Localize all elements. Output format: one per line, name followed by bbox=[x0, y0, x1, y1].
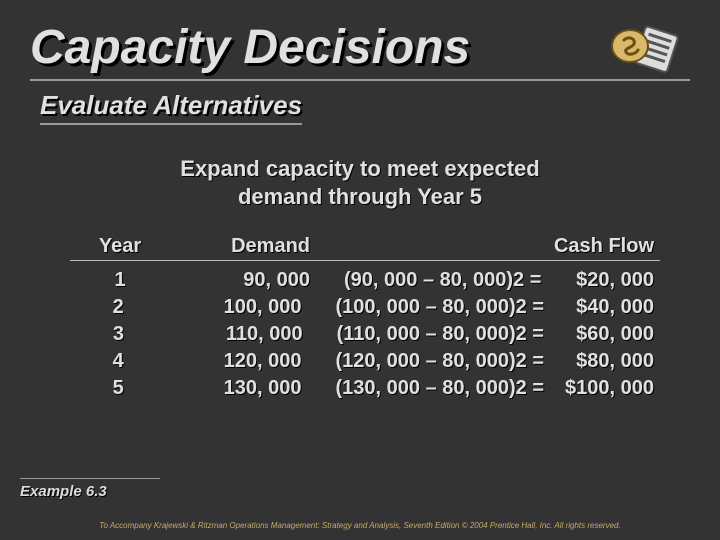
body-heading-line1: Expand capacity to meet expected bbox=[180, 156, 539, 181]
cell-cashflow: (110, 000 – 80, 000)2 = $60, 000 bbox=[313, 321, 660, 348]
footer-text: To Accompany Krajewski & Ritzman Operati… bbox=[99, 521, 620, 530]
cell-demand: 110, 000 bbox=[167, 321, 313, 348]
slide-subtitle: Evaluate Alternatives bbox=[40, 90, 302, 125]
example-label: Example 6.3 bbox=[20, 478, 160, 500]
title-wrap: Capacity Decisions bbox=[30, 20, 690, 81]
cell-year: 5 bbox=[70, 375, 166, 402]
cell-year: 3 bbox=[70, 321, 167, 348]
cashflow-calc: (110, 000 – 80, 000)2 = bbox=[313, 321, 544, 348]
cashflow-calc: (100, 000 – 80, 000)2 = bbox=[312, 294, 545, 321]
cell-year: 4 bbox=[70, 348, 166, 375]
cell-cashflow: (120, 000 – 80, 000)2 = $80, 000 bbox=[312, 348, 661, 375]
cashflow-result: $60, 000 bbox=[544, 321, 660, 348]
cashflow-calc: (120, 000 – 80, 000)2 = bbox=[312, 348, 545, 375]
cashflow-calc: (130, 000 – 80, 000)2 = bbox=[312, 375, 545, 402]
cashflow-calc: (90, 000 – 80, 000)2 = bbox=[320, 267, 544, 294]
cell-cashflow: (90, 000 – 80, 000)2 = $20, 000 bbox=[320, 267, 660, 294]
table-row: 5 130, 000 (130, 000 – 80, 000)2 = $100,… bbox=[70, 375, 660, 402]
cell-year: 1 bbox=[70, 267, 170, 294]
table-row: 1 90, 000 (90, 000 – 80, 000)2 = $20, 00… bbox=[70, 267, 660, 294]
cell-demand: 130, 000 bbox=[166, 375, 311, 402]
data-table: Year Demand Cash Flow 1 90, 000 (90, 000… bbox=[70, 235, 660, 402]
col-header-year: Year bbox=[70, 235, 170, 258]
cashflow-result: $100, 000 bbox=[544, 375, 660, 402]
cell-demand: 100, 000 bbox=[166, 294, 311, 321]
cashflow-result: $20, 000 bbox=[544, 267, 660, 294]
col-header-cashflow: Cash Flow bbox=[320, 235, 660, 258]
table-header-row: Year Demand Cash Flow bbox=[70, 235, 660, 261]
cashflow-result: $40, 000 bbox=[544, 294, 660, 321]
slide-title: Capacity Decisions bbox=[30, 20, 690, 81]
money-icon bbox=[608, 22, 686, 83]
cell-demand: 90, 000 bbox=[170, 267, 320, 294]
footer-copyright: To Accompany Krajewski & Ritzman Operati… bbox=[0, 521, 720, 530]
cell-cashflow: (100, 000 – 80, 000)2 = $40, 000 bbox=[312, 294, 661, 321]
table-row: 4 120, 000 (120, 000 – 80, 000)2 = $80, … bbox=[70, 348, 660, 375]
cashflow-result: $80, 000 bbox=[544, 348, 660, 375]
cell-cashflow: (130, 000 – 80, 000)2 = $100, 000 bbox=[312, 375, 661, 402]
body-heading-line2: demand through Year 5 bbox=[238, 184, 482, 209]
col-header-demand: Demand bbox=[170, 235, 320, 258]
table-row: 3 110, 000 (110, 000 – 80, 000)2 = $60, … bbox=[70, 321, 660, 348]
cell-demand: 120, 000 bbox=[166, 348, 311, 375]
table-row: 2 100, 000 (100, 000 – 80, 000)2 = $40, … bbox=[70, 294, 660, 321]
slide: Capacity Decisions Evaluate Alternatives… bbox=[0, 0, 720, 540]
body-heading: Expand capacity to meet expected demand … bbox=[0, 155, 720, 210]
cell-year: 2 bbox=[70, 294, 166, 321]
